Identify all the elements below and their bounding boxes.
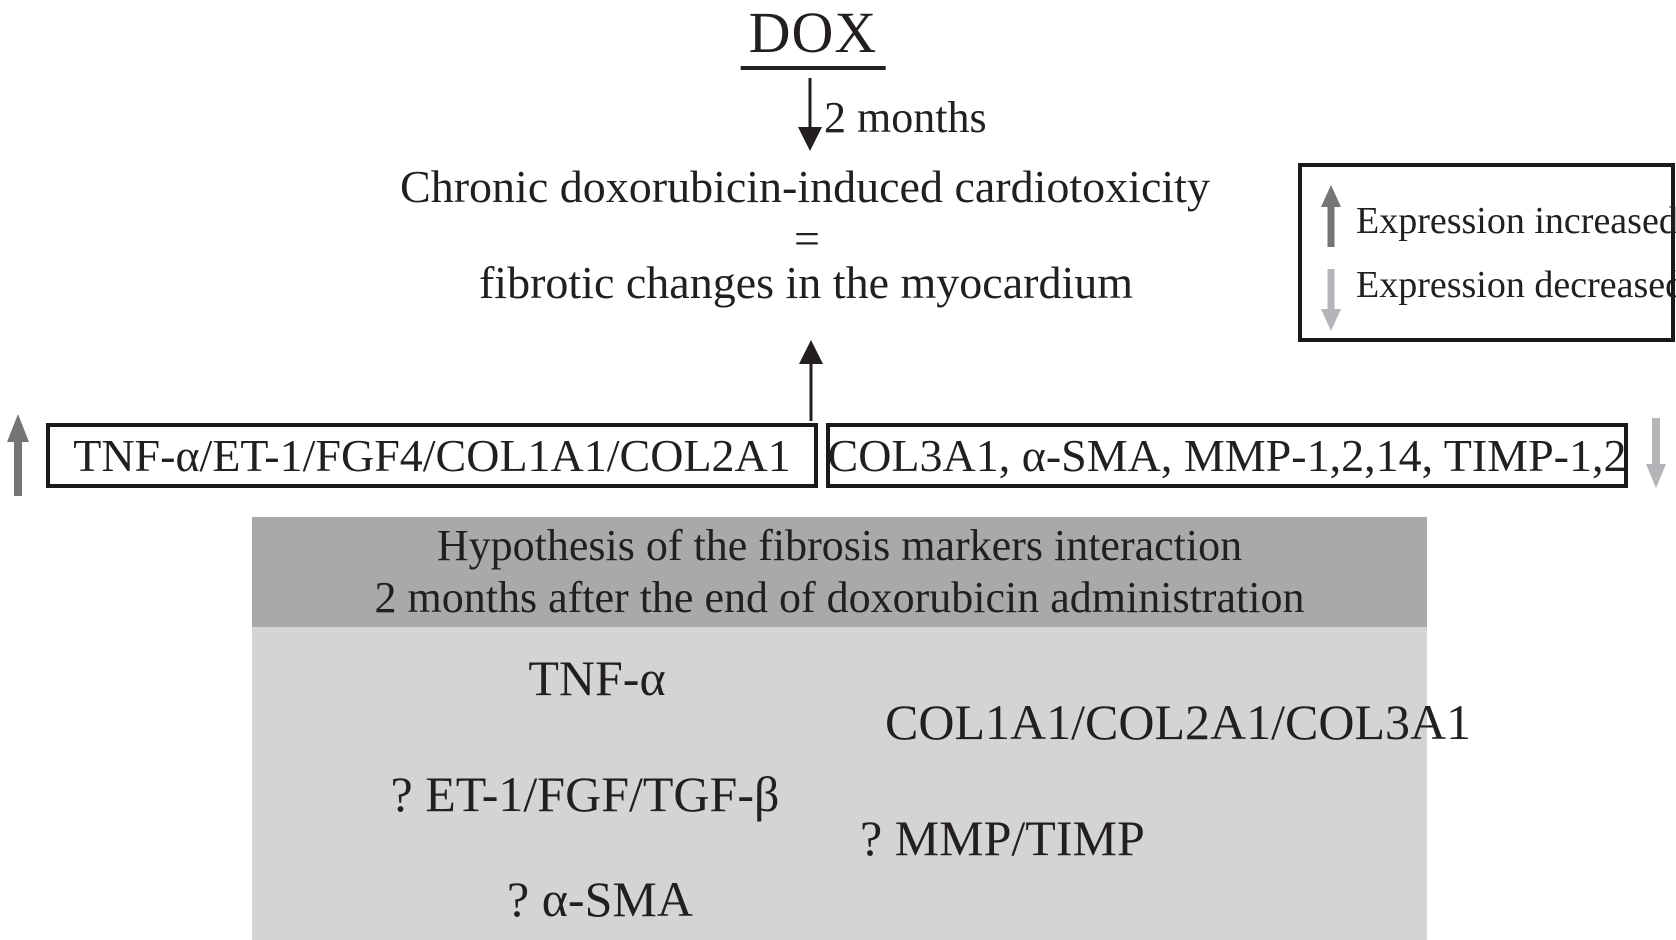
duration-label: 2 months xyxy=(824,93,987,142)
expression-decreased-icon xyxy=(1321,269,1341,331)
hypothesis-title-line2: 2 months after the end of doxorubicin ad… xyxy=(374,573,1305,622)
decreased-expression-arrow-icon xyxy=(1646,418,1666,488)
increased-markers-text: TNF-α/ET-1/FGF4/COL1A1/COL2A1 xyxy=(73,430,791,481)
hypothesis-panel: Hypothesis of the fibrosis markers inter… xyxy=(252,517,1427,940)
expression-increased-label: Expression increased xyxy=(1356,200,1676,242)
increased-expression-arrow-icon xyxy=(7,414,29,496)
node-alpha-sma: ? α-SMA xyxy=(507,871,693,927)
statement-line1: Chronic doxorubicin-induced cardiotoxici… xyxy=(400,161,1210,212)
expression-decreased-label: Expression decreased xyxy=(1356,264,1676,306)
hypothesis-title-line1: Hypothesis of the fibrosis markers inter… xyxy=(436,521,1243,570)
node-mmp-timp: ? MMP/TIMP xyxy=(860,810,1145,866)
increased-markers-box: TNF-α/ET-1/FGF4/COL1A1/COL2A1 xyxy=(46,423,818,488)
node-et1-fgf-tgfb: ? ET-1/FGF/TGF-β xyxy=(390,766,780,822)
statement-line2: fibrotic changes in the myocardium xyxy=(478,257,1134,308)
node-tnf-alpha: TNF-α xyxy=(528,650,666,706)
expression-increased-icon xyxy=(1321,185,1341,247)
decreased-markers-box: COL3A1, α-SMA, MMP-1,2,14, TIMP-1,2 xyxy=(826,423,1628,488)
dox-title: DOX xyxy=(740,2,886,70)
hypothesis-panel-header: Hypothesis of the fibrosis markers inter… xyxy=(252,517,1427,627)
decreased-markers-text: COL3A1, α-SMA, MMP-1,2,14, TIMP-1,2 xyxy=(827,430,1627,481)
node-collagens: COL1A1/COL2A1/COL3A1 xyxy=(885,694,1472,750)
expression-legend: Expression increased Expression decrease… xyxy=(1298,163,1676,342)
statement-equals: = xyxy=(794,213,820,264)
